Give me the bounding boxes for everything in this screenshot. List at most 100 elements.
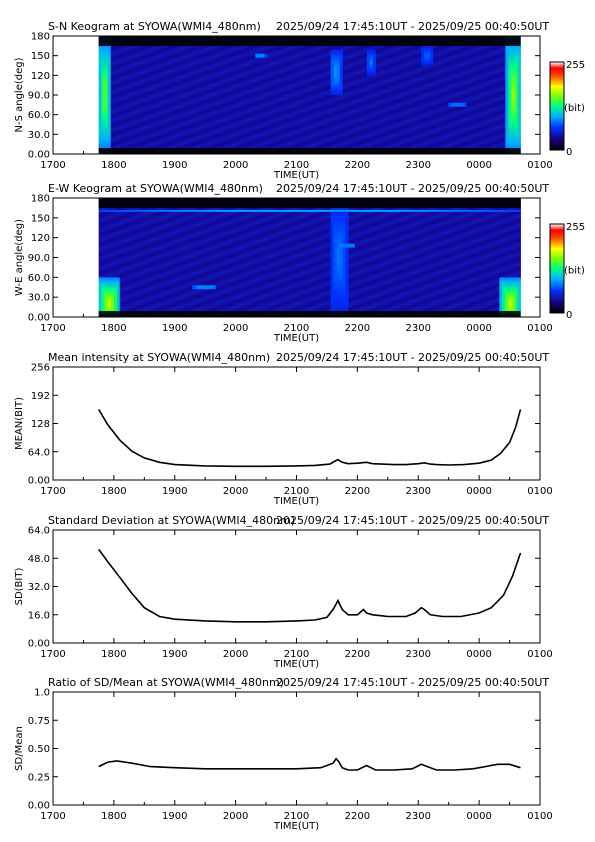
y-axis-title: SD/Mean xyxy=(14,726,25,771)
x-axis-title: TIME(UT) xyxy=(273,496,319,507)
y-tick-label: 32.0 xyxy=(28,582,50,593)
y-tick-label: 0.00 xyxy=(28,639,50,650)
y-tick-label: 0.75 xyxy=(28,716,50,727)
colorbar-unit-label: (bit) xyxy=(564,266,585,277)
y-tick-label: 180 xyxy=(31,194,50,205)
y-tick-label: 90.0 xyxy=(28,253,50,264)
x-tick-label: 1900 xyxy=(162,323,187,334)
x-tick-label: 0000 xyxy=(466,811,491,822)
x-tick-label: 0100 xyxy=(527,323,552,334)
x-tick-label: 0000 xyxy=(466,323,491,334)
x-tick-label: 1700 xyxy=(40,811,65,822)
y-tick-label: 120 xyxy=(31,71,50,82)
x-tick-label: 1700 xyxy=(40,649,65,660)
x-tick-label: 0000 xyxy=(466,649,491,660)
x-tick-label: 2000 xyxy=(223,323,248,334)
panel-title: Mean intensity at SYOWA(WMI4_480nm) xyxy=(48,351,270,364)
x-tick-label: 0000 xyxy=(466,486,491,497)
colorbar-min-label: 0 xyxy=(566,147,572,158)
x-tick-label: 2200 xyxy=(345,323,370,334)
y-tick-label: 64.0 xyxy=(28,526,50,537)
x-tick-label: 0100 xyxy=(527,160,552,171)
y-axis-title: N-S angle(deg) xyxy=(14,57,25,132)
panel-sn: S-N Keogram at SYOWA(WMI4_480nm) 2025/09/… xyxy=(14,20,585,181)
x-tick-label: 1900 xyxy=(162,811,187,822)
x-tick-label: 2200 xyxy=(345,811,370,822)
x-tick-label: 1900 xyxy=(162,486,187,497)
y-tick-label: 192 xyxy=(31,391,50,402)
keogram-bottom-mask xyxy=(98,311,521,317)
y-tick-label: 0.00 xyxy=(28,150,50,161)
keogram-top-mask xyxy=(98,36,521,46)
y-tick-label: 1.0 xyxy=(34,688,50,699)
x-tick-label: 1800 xyxy=(101,323,126,334)
x-tick-label: 2300 xyxy=(406,323,431,334)
panel-title: Ratio of SD/Mean at SYOWA(WMI4_480nm) xyxy=(48,676,284,689)
y-tick-label: 60.0 xyxy=(28,273,50,284)
x-tick-label: 1700 xyxy=(40,323,65,334)
x-tick-label: 2100 xyxy=(284,649,309,660)
x-tick-label: 0100 xyxy=(527,649,552,660)
y-tick-label: 0.00 xyxy=(28,313,50,324)
colorbar: 255 (bit) 0 xyxy=(549,60,585,158)
y-tick-label: 0.50 xyxy=(28,744,50,755)
x-tick-label: 2300 xyxy=(406,486,431,497)
panel-sd: Standard Deviation at SYOWA(WMI4_480nm) 2… xyxy=(14,514,553,670)
x-tick-label: 0100 xyxy=(527,811,552,822)
y-tick-label: 150 xyxy=(31,51,50,62)
x-tick-label: 2100 xyxy=(284,160,309,171)
y-axis-title: MEAN(BIT) xyxy=(14,397,25,450)
x-tick-label: 2100 xyxy=(284,811,309,822)
colorbar-max-label: 255 xyxy=(566,222,585,233)
x-tick-label: 2000 xyxy=(223,160,248,171)
x-tick-label: 1700 xyxy=(40,486,65,497)
x-tick-label: 1800 xyxy=(101,811,126,822)
series-line xyxy=(98,757,521,771)
y-tick-label: 256 xyxy=(31,363,50,374)
x-tick-label: 2100 xyxy=(284,486,309,497)
y-tick-label: 64.0 xyxy=(28,447,50,458)
x-tick-label: 2100 xyxy=(284,323,309,334)
colorbar-max-label: 255 xyxy=(566,60,585,71)
keogram-top-mask xyxy=(98,198,521,208)
colorbar-unit-label: (bit) xyxy=(564,103,585,114)
x-tick-label: 2000 xyxy=(223,486,248,497)
panel-ew: E-W Keogram at SYOWA(WMI4_480nm) 2025/09/… xyxy=(14,182,585,344)
y-tick-label: 128 xyxy=(31,419,50,430)
keogram-image xyxy=(98,36,521,155)
x-axis-title: TIME(UT) xyxy=(273,659,319,670)
panel-time-range: 2025/09/24 17:45:10UT - 2025/09/25 00:40… xyxy=(276,20,549,33)
keogram-bottom-mask xyxy=(98,148,521,154)
colorbar-gradient xyxy=(549,61,565,151)
y-tick-label: 60.0 xyxy=(28,110,50,121)
y-tick-label: 0.00 xyxy=(28,476,50,487)
panel-title: Standard Deviation at SYOWA(WMI4_480nm) xyxy=(48,514,295,527)
y-tick-label: 150 xyxy=(31,213,50,224)
x-tick-label: 2300 xyxy=(406,811,431,822)
x-tick-label: 1800 xyxy=(101,160,126,171)
y-tick-label: 30.0 xyxy=(28,130,50,141)
panel-ratio: Ratio of SD/Mean at SYOWA(WMI4_480nm)202… xyxy=(14,676,553,832)
x-tick-label: 1900 xyxy=(162,160,187,171)
keogram-image xyxy=(98,198,521,318)
x-tick-label: 2200 xyxy=(345,649,370,660)
panel-time-range: 2025/09/24 17:45:10UT - 2025/09/25 00:40… xyxy=(276,351,549,364)
panel-time-range: 2025/09/24 17:45:10UT - 2025/09/25 00:40… xyxy=(276,676,549,689)
panel-title: S-N Keogram at SYOWA(WMI4_480nm) xyxy=(48,20,261,33)
y-tick-label: 90.0 xyxy=(28,91,50,102)
y-axis-title: SD(BIT) xyxy=(14,568,25,606)
y-tick-label: 0.25 xyxy=(28,772,50,783)
series-line xyxy=(98,548,522,623)
y-tick-label: 0.00 xyxy=(28,801,50,812)
x-tick-label: 2300 xyxy=(406,160,431,171)
y-axis-title: W-E angle(deg) xyxy=(14,219,25,296)
x-tick-label: 2300 xyxy=(406,649,431,660)
x-tick-label: 2200 xyxy=(345,486,370,497)
x-axis-title: TIME(UT) xyxy=(273,333,319,344)
panel-title: E-W Keogram at SYOWA(WMI4_480nm) xyxy=(48,182,263,195)
colorbar: 255 (bit) 0 xyxy=(549,222,585,321)
x-tick-label: 1800 xyxy=(101,486,126,497)
x-axis-title: TIME(UT) xyxy=(273,821,319,832)
y-tick-label: 30.0 xyxy=(28,293,50,304)
